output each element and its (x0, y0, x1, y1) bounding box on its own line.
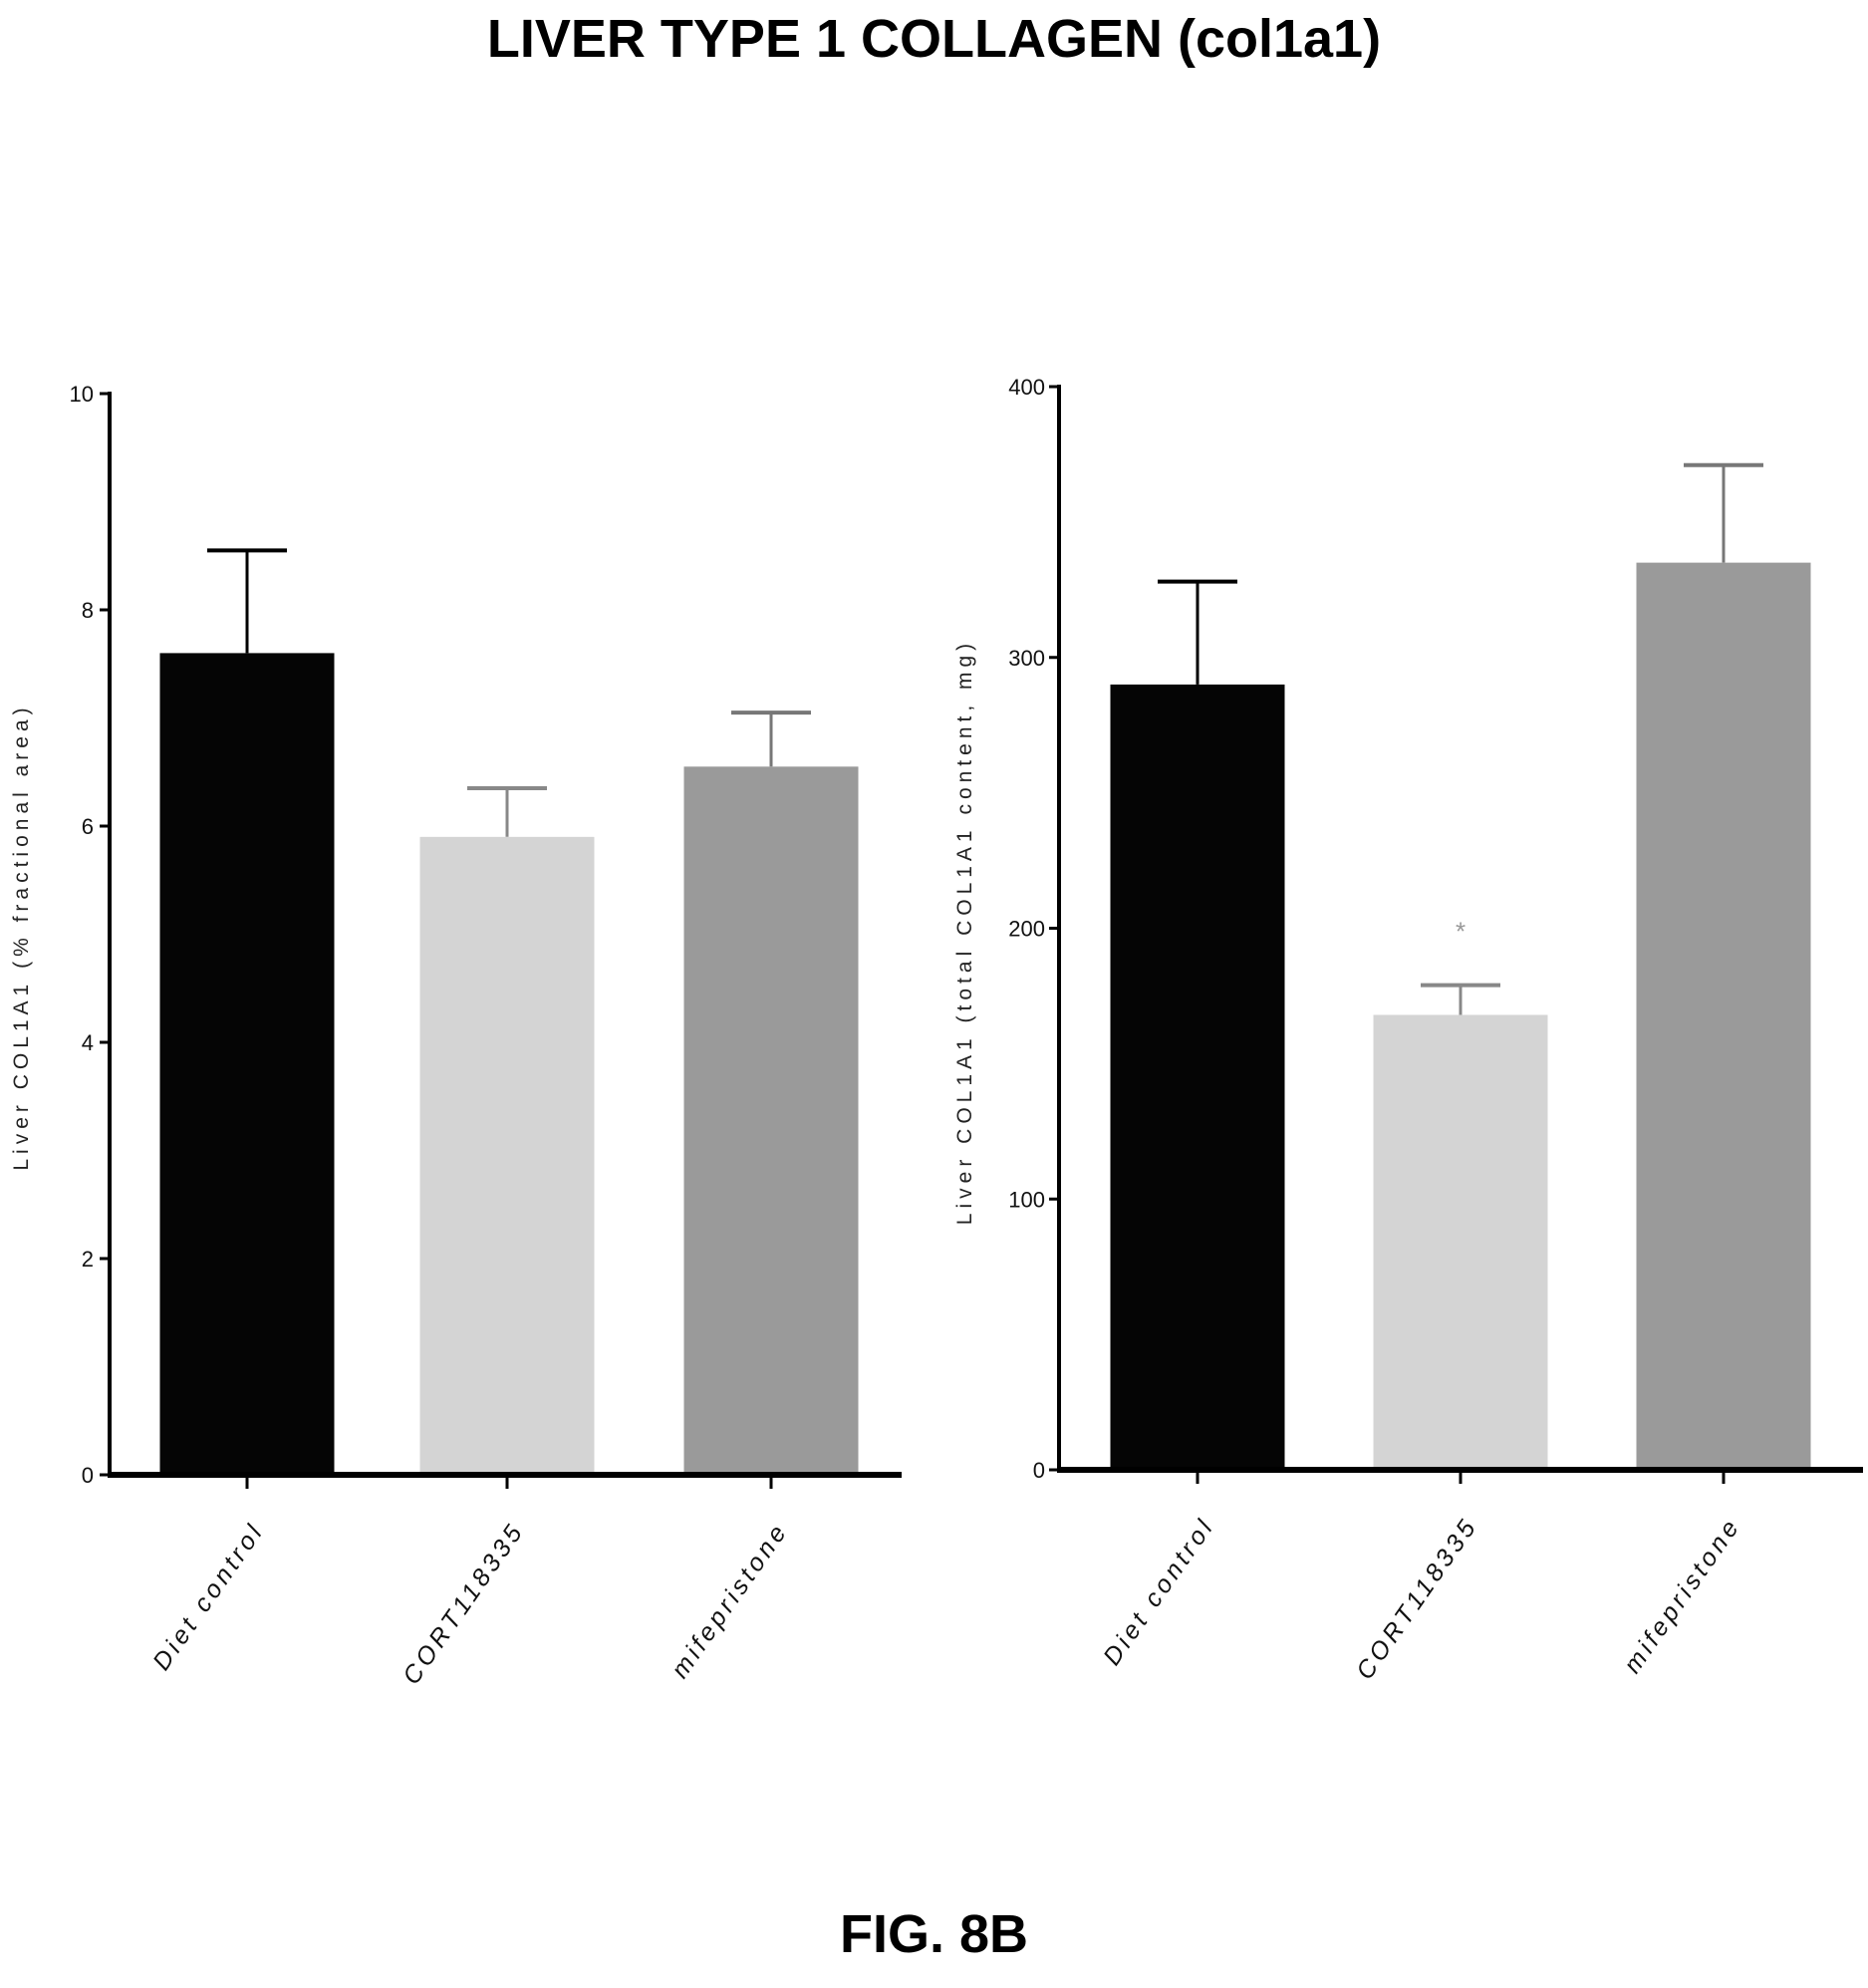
right-chart-panel: Diet control CORT118335 mifepristone * 0 100 2… (953, 375, 1863, 1685)
y-tick-label-4: 4 (82, 1030, 94, 1055)
y-axis-title: Liver COL1A1 (total COL1A1 content, mg) (953, 639, 976, 1225)
y-tick-label-0: 0 (1033, 1458, 1045, 1483)
significance-marker: * (1456, 917, 1466, 947)
y-tick-label-6: 6 (82, 814, 94, 839)
category-label-mifepristone: mifepristone (666, 1517, 794, 1683)
y-tick-label-2: 2 (82, 1247, 94, 1272)
y-tick-label-100: 100 (1008, 1187, 1045, 1212)
bar-diet-control (1110, 684, 1285, 1470)
left-chart-panel: Diet control CORT118335 mifepristone 0 2 4 6 8 1… (10, 382, 902, 1690)
y-tick-label-10: 10 (70, 382, 94, 407)
category-label-mifepristone: mifepristone (1618, 1512, 1746, 1678)
y-tick-label-8: 8 (82, 598, 94, 623)
y-tick-label-200: 200 (1008, 917, 1045, 942)
category-label-diet-control: Diet control (147, 1517, 270, 1675)
figure-title: LIVER TYPE 1 COLLAGEN (col1a1) (486, 9, 1382, 69)
bar-cort118335 (1373, 1014, 1548, 1470)
figure-label: FIG. 8B (839, 1904, 1029, 1964)
y-axis-title: Liver COL1A1 (% fractional area) (10, 703, 33, 1170)
category-label-cort118335: CORT118335 (1351, 1512, 1483, 1684)
category-label-cort118335: CORT118335 (398, 1517, 530, 1689)
bar-mifepristone (1636, 562, 1811, 1470)
bar-mifepristone (683, 766, 859, 1475)
y-tick-label-300: 300 (1008, 646, 1045, 671)
y-tick-label-0: 0 (82, 1463, 94, 1488)
bar-cort118335 (419, 836, 595, 1475)
bar-diet-control (159, 653, 335, 1475)
y-tick-label-400: 400 (1008, 375, 1045, 400)
category-label-diet-control: Diet control (1098, 1512, 1220, 1670)
